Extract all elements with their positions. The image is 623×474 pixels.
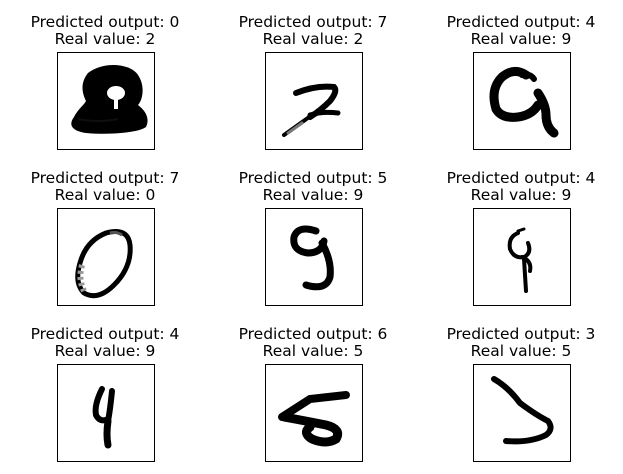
digit-image-frame bbox=[265, 364, 363, 462]
real-label: Real value: 5 bbox=[262, 342, 364, 360]
digit-image-frame bbox=[57, 208, 155, 306]
real-label: Real value: 9 bbox=[54, 342, 156, 360]
sample-panel-7: Predicted output: 4 Real value: 9 bbox=[1, 312, 209, 470]
sample-panel-8: Predicted output: 6 Real value: 5 bbox=[209, 312, 417, 470]
digit-image-frame bbox=[265, 208, 363, 306]
real-label: Real value: 9 bbox=[262, 186, 364, 204]
digit-image-frame bbox=[473, 52, 571, 150]
sample-panel-9: Predicted output: 3 Real value: 5 bbox=[417, 312, 623, 470]
thin-nine-icon bbox=[507, 227, 533, 293]
digit-image-frame bbox=[57, 52, 155, 150]
sample-panel-6: Predicted output: 4 Real value: 9 bbox=[417, 156, 623, 314]
sample-panel-5: Predicted output: 5 Real value: 9 bbox=[209, 156, 417, 314]
real-label: Real value: 0 bbox=[54, 186, 156, 204]
predicted-label: Predicted output: 3 bbox=[446, 325, 596, 343]
digit-image-frame bbox=[473, 208, 571, 306]
sample-panel-1: Predicted output: 0 Real value: 2 bbox=[1, 0, 209, 158]
sample-panel-4: Predicted output: 7 Real value: 0 bbox=[1, 156, 209, 314]
predicted-label: Predicted output: 6 bbox=[238, 325, 388, 343]
predicted-label: Predicted output: 7 bbox=[30, 169, 180, 187]
narrow-nine-icon bbox=[92, 386, 115, 449]
digit-image-frame bbox=[473, 364, 571, 462]
slanted-two-icon bbox=[282, 83, 341, 137]
predicted-label: Predicted output: 4 bbox=[446, 13, 596, 31]
open-nine-icon bbox=[489, 67, 559, 138]
digit-image-frame bbox=[265, 52, 363, 150]
real-label: Real value: 2 bbox=[54, 30, 156, 48]
curly-nine-icon bbox=[290, 225, 334, 291]
real-label: Real value: 2 bbox=[262, 30, 364, 48]
blob-two-icon bbox=[71, 64, 148, 134]
real-label: Real value: 9 bbox=[470, 186, 572, 204]
predicted-label: Predicted output: 5 bbox=[238, 169, 388, 187]
predicted-label: Predicted output: 4 bbox=[446, 169, 596, 187]
faint-zero-icon bbox=[75, 229, 133, 299]
predicted-label: Predicted output: 0 bbox=[30, 13, 180, 31]
sample-panel-3: Predicted output: 4 Real value: 9 bbox=[417, 0, 623, 158]
predicted-label: Predicted output: 7 bbox=[238, 13, 388, 31]
digit-image-frame bbox=[57, 364, 155, 462]
sample-panel-2: Predicted output: 7 Real value: 2 bbox=[209, 0, 417, 158]
real-label: Real value: 9 bbox=[470, 30, 572, 48]
predicted-label: Predicted output: 4 bbox=[30, 325, 180, 343]
flat-five-icon bbox=[278, 391, 350, 447]
hook-five-icon bbox=[491, 376, 554, 445]
real-label: Real value: 5 bbox=[470, 342, 572, 360]
